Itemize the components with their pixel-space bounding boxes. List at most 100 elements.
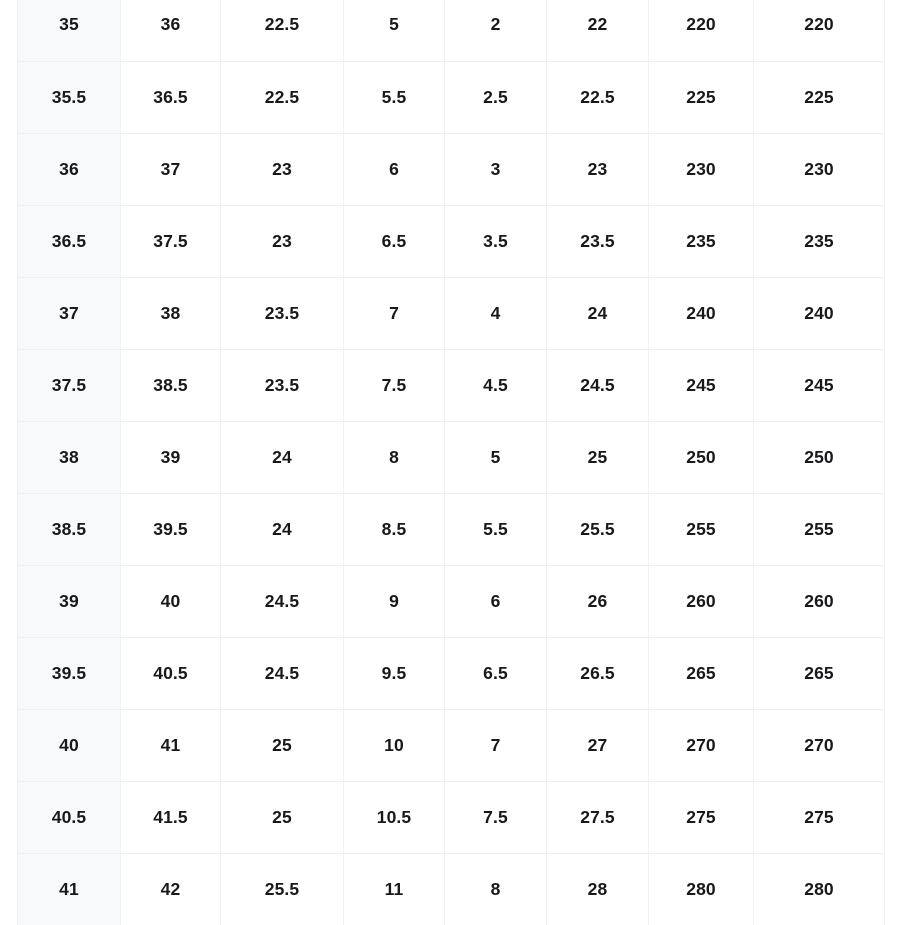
cell-us-women-size: 6 — [343, 133, 445, 206]
table-row: 35.5 36.5 22.5 5.5 2.5 22.5 225 225 — [17, 61, 885, 134]
cell-foot-length-cm: 23.5 — [220, 349, 344, 422]
cell-uk-size: 7.5 — [444, 781, 547, 854]
cell-foot-length-cm: 24.5 — [220, 637, 344, 710]
table-row: 35 36 22.5 5 2 22 220 220 — [17, 0, 885, 62]
table-row: 40 41 25 10 7 27 270 270 — [17, 709, 885, 782]
cell-eu-alt-size: 36.5 — [120, 61, 221, 134]
cell-us-women-size: 10.5 — [343, 781, 445, 854]
cell-insole-cm: 23.5 — [546, 205, 649, 278]
cell-length-mm: 260 — [648, 565, 754, 638]
cell-eu-alt-size: 41.5 — [120, 781, 221, 854]
cell-insole-cm: 26.5 — [546, 637, 649, 710]
cell-eu-size: 39.5 — [17, 637, 121, 710]
cell-eu-size: 37.5 — [17, 349, 121, 422]
table-row: 37 38 23.5 7 4 24 240 240 — [17, 277, 885, 350]
cell-foot-length-cm: 22.5 — [220, 0, 344, 62]
cell-us-women-size: 7 — [343, 277, 445, 350]
cell-insole-cm: 25 — [546, 421, 649, 494]
cell-length-mm-alt: 225 — [753, 61, 885, 134]
size-conversion-table: 35 36 22.5 5 2 22 220 220 35.5 36.5 22.5 5.5 2.5 22.5… — [17, 0, 885, 925]
size-conversion-table-container: 35 36 22.5 5 2 22 220 220 35.5 36.5 22.5 5.5 2.5 22.5… — [17, 0, 885, 925]
cell-length-mm: 250 — [648, 421, 754, 494]
cell-eu-alt-size: 38.5 — [120, 349, 221, 422]
cell-eu-size: 38 — [17, 421, 121, 494]
cell-foot-length-cm: 24 — [220, 493, 344, 566]
table-row: 41 42 25.5 11 8 28 280 280 — [17, 853, 885, 925]
cell-length-mm: 230 — [648, 133, 754, 206]
cell-us-women-size: 6.5 — [343, 205, 445, 278]
cell-foot-length-cm: 23.5 — [220, 277, 344, 350]
cell-us-women-size: 11 — [343, 853, 445, 925]
cell-eu-alt-size: 42 — [120, 853, 221, 925]
cell-insole-cm: 22 — [546, 0, 649, 62]
cell-insole-cm: 23 — [546, 133, 649, 206]
cell-uk-size: 8 — [444, 853, 547, 925]
cell-length-mm-alt: 230 — [753, 133, 885, 206]
cell-length-mm: 225 — [648, 61, 754, 134]
cell-eu-size: 40.5 — [17, 781, 121, 854]
cell-length-mm-alt: 265 — [753, 637, 885, 710]
cell-uk-size: 2.5 — [444, 61, 547, 134]
cell-length-mm-alt: 280 — [753, 853, 885, 925]
cell-insole-cm: 26 — [546, 565, 649, 638]
cell-insole-cm: 27 — [546, 709, 649, 782]
cell-insole-cm: 27.5 — [546, 781, 649, 854]
cell-eu-alt-size: 39.5 — [120, 493, 221, 566]
cell-length-mm-alt: 220 — [753, 0, 885, 62]
cell-foot-length-cm: 23 — [220, 133, 344, 206]
cell-uk-size: 5 — [444, 421, 547, 494]
cell-us-women-size: 5.5 — [343, 61, 445, 134]
cell-uk-size: 4 — [444, 277, 547, 350]
table-row: 36 37 23 6 3 23 230 230 — [17, 133, 885, 206]
cell-uk-size: 7 — [444, 709, 547, 782]
cell-insole-cm: 24.5 — [546, 349, 649, 422]
cell-uk-size: 6 — [444, 565, 547, 638]
cell-eu-alt-size: 40 — [120, 565, 221, 638]
cell-uk-size: 6.5 — [444, 637, 547, 710]
cell-uk-size: 5.5 — [444, 493, 547, 566]
cell-eu-size: 36 — [17, 133, 121, 206]
cell-length-mm: 240 — [648, 277, 754, 350]
cell-eu-size: 38.5 — [17, 493, 121, 566]
cell-foot-length-cm: 24.5 — [220, 565, 344, 638]
cell-foot-length-cm: 25 — [220, 781, 344, 854]
cell-length-mm: 220 — [648, 0, 754, 62]
cell-us-women-size: 9 — [343, 565, 445, 638]
cell-foot-length-cm: 25 — [220, 709, 344, 782]
cell-length-mm-alt: 235 — [753, 205, 885, 278]
size-table-body: 35 36 22.5 5 2 22 220 220 35.5 36.5 22.5 5.5 2.5 22.5… — [17, 0, 885, 925]
cell-eu-alt-size: 40.5 — [120, 637, 221, 710]
table-row: 36.5 37.5 23 6.5 3.5 23.5 235 235 — [17, 205, 885, 278]
cell-us-women-size: 7.5 — [343, 349, 445, 422]
cell-length-mm-alt: 250 — [753, 421, 885, 494]
cell-length-mm: 255 — [648, 493, 754, 566]
cell-us-women-size: 5 — [343, 0, 445, 62]
cell-uk-size: 2 — [444, 0, 547, 62]
cell-us-women-size: 9.5 — [343, 637, 445, 710]
cell-eu-size: 39 — [17, 565, 121, 638]
cell-eu-alt-size: 38 — [120, 277, 221, 350]
cell-us-women-size: 10 — [343, 709, 445, 782]
cell-eu-alt-size: 37 — [120, 133, 221, 206]
cell-foot-length-cm: 23 — [220, 205, 344, 278]
cell-eu-size: 35 — [17, 0, 121, 62]
cell-insole-cm: 24 — [546, 277, 649, 350]
cell-eu-alt-size: 37.5 — [120, 205, 221, 278]
table-row: 38.5 39.5 24 8.5 5.5 25.5 255 255 — [17, 493, 885, 566]
cell-uk-size: 4.5 — [444, 349, 547, 422]
cell-uk-size: 3 — [444, 133, 547, 206]
cell-length-mm-alt: 240 — [753, 277, 885, 350]
table-row: 40.5 41.5 25 10.5 7.5 27.5 275 275 — [17, 781, 885, 854]
cell-length-mm-alt: 275 — [753, 781, 885, 854]
cell-length-mm: 265 — [648, 637, 754, 710]
cell-foot-length-cm: 22.5 — [220, 61, 344, 134]
table-row: 39.5 40.5 24.5 9.5 6.5 26.5 265 265 — [17, 637, 885, 710]
table-row: 39 40 24.5 9 6 26 260 260 — [17, 565, 885, 638]
cell-us-women-size: 8.5 — [343, 493, 445, 566]
cell-foot-length-cm: 25.5 — [220, 853, 344, 925]
cell-uk-size: 3.5 — [444, 205, 547, 278]
cell-length-mm: 245 — [648, 349, 754, 422]
cell-length-mm: 280 — [648, 853, 754, 925]
cell-length-mm-alt: 245 — [753, 349, 885, 422]
cell-eu-size: 37 — [17, 277, 121, 350]
